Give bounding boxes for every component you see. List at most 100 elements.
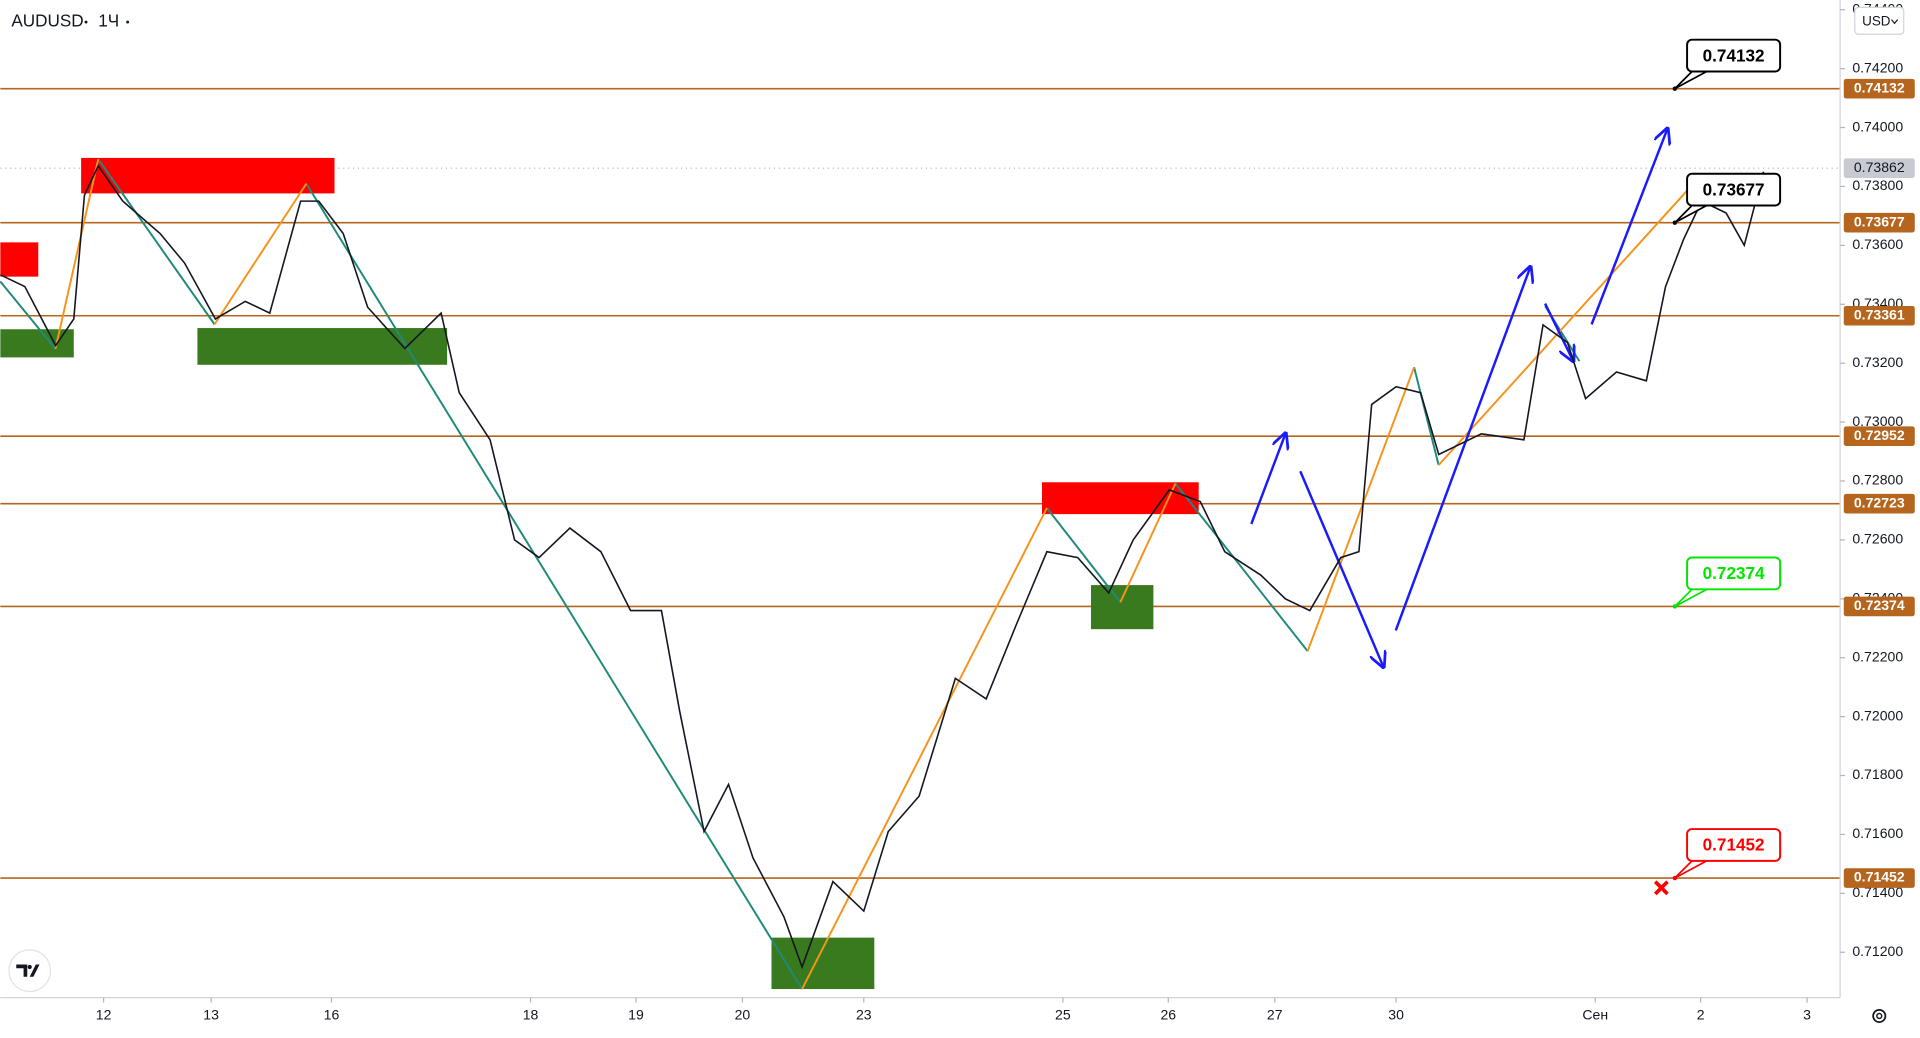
zigzag-leg xyxy=(213,183,308,325)
x-tick-label: 3 xyxy=(1803,1007,1811,1023)
logo-badge[interactable] xyxy=(8,949,52,993)
y-tick-label: 0.71400 xyxy=(1852,884,1903,900)
price-line xyxy=(0,164,1765,970)
callout-label: 0.74132 xyxy=(1703,45,1765,65)
y-tick-label: 0.71600 xyxy=(1852,825,1903,841)
zigzag-leg xyxy=(1046,507,1122,603)
x-tick-label: 30 xyxy=(1388,1007,1404,1023)
supply-zone xyxy=(1042,482,1199,515)
callout-box xyxy=(1686,38,1782,73)
projection-arrows xyxy=(1250,129,1668,668)
x-tick-label: 25 xyxy=(1055,1007,1071,1023)
symbol: AUDUSD xyxy=(11,11,83,31)
separator xyxy=(84,20,88,24)
x-tick-label: 12 xyxy=(96,1007,112,1023)
level-axis-tag xyxy=(1843,212,1915,233)
gear-hub[interactable] xyxy=(1876,1012,1883,1020)
y-tick-label: 0.72200 xyxy=(1852,648,1903,664)
x-tick-label: 13 xyxy=(203,1007,219,1023)
interval: 1Ч xyxy=(98,11,119,31)
dropdown-caret[interactable] xyxy=(1891,19,1899,25)
level-axis-label: 0.73677 xyxy=(1854,213,1905,229)
levels xyxy=(0,87,1841,879)
y-tick-label: 0.73000 xyxy=(1852,413,1903,429)
demand-zone xyxy=(1090,585,1154,630)
level-axis-tag xyxy=(1843,78,1915,99)
price xyxy=(0,164,1765,970)
y-tick-label: 0.73800 xyxy=(1852,177,1903,193)
y-tick-label: 0.72600 xyxy=(1852,531,1903,547)
logo-mark[interactable] xyxy=(16,964,40,977)
callout-label: 0.72374 xyxy=(1703,563,1765,583)
callout-label: 0.71452 xyxy=(1703,835,1765,855)
supply-zone xyxy=(0,242,39,277)
supply-zone xyxy=(81,157,335,194)
zigzag-up xyxy=(54,158,1697,990)
zigzag-leg xyxy=(1413,366,1440,466)
callout-anchor xyxy=(1672,86,1678,91)
level-axis-tag xyxy=(1843,596,1915,617)
level-axis-label: 0.71452 xyxy=(1854,869,1905,885)
x-tick-label: 16 xyxy=(324,1007,340,1023)
arrow xyxy=(1394,267,1531,631)
level-axis-tag xyxy=(1843,493,1915,514)
level-axis-tag xyxy=(1843,426,1915,447)
y-tick-label: 0.73200 xyxy=(1852,354,1903,370)
y-tick-label: 0.71200 xyxy=(1852,943,1903,959)
x-tick-label: 27 xyxy=(1267,1007,1283,1023)
x-tick-label: 26 xyxy=(1160,1007,1176,1023)
zigzag-leg xyxy=(54,158,100,350)
zigzag-leg xyxy=(1306,366,1416,652)
arrow xyxy=(1299,470,1383,667)
level-axis-tag xyxy=(1843,305,1915,326)
time-axis xyxy=(0,997,1920,1038)
x-tick-label: 18 xyxy=(523,1007,539,1023)
zigzag-down xyxy=(0,158,1581,990)
level-axis-label: 0.73361 xyxy=(1854,306,1905,322)
callout-box xyxy=(1686,556,1782,591)
zigzag-leg xyxy=(0,280,57,350)
arrow xyxy=(1250,433,1285,525)
level-axis-label: 0.72374 xyxy=(1854,597,1905,613)
callout-anchor xyxy=(1672,604,1678,609)
y-tick-label: 0.74200 xyxy=(1852,59,1903,75)
y-tick-label: 0.73600 xyxy=(1852,236,1903,252)
drawings xyxy=(0,129,1697,990)
x-tick-label: 23 xyxy=(856,1007,872,1023)
zigzag-leg xyxy=(801,507,1048,990)
y-tick-label: 0.72800 xyxy=(1852,472,1903,488)
y-tick-label: 0.74000 xyxy=(1852,118,1903,134)
currency-button[interactable] xyxy=(1854,6,1905,35)
gear[interactable] xyxy=(1872,1008,1887,1023)
x-tick-label: 2 xyxy=(1697,1007,1705,1023)
arrow xyxy=(1543,303,1573,362)
zigzag-leg xyxy=(305,183,803,990)
x-tick-label: 20 xyxy=(735,1007,751,1023)
current-price-tag xyxy=(1843,158,1915,178)
zigzag-leg xyxy=(97,158,216,325)
callouts: 0.74132 0.73677 0.72374 0.71452 xyxy=(1653,38,1782,896)
callout-box xyxy=(1686,828,1782,862)
arrow xyxy=(1590,129,1668,325)
current-price-label: 0.73862 xyxy=(1854,159,1905,175)
level-axis-label: 0.72723 xyxy=(1854,494,1905,510)
y-tick-label: 0.72000 xyxy=(1852,707,1903,723)
zigzag-leg xyxy=(1437,180,1697,466)
currency-label[interactable]: USD xyxy=(1862,14,1891,29)
zigzag-leg xyxy=(1119,483,1177,603)
zigzag-leg xyxy=(1174,482,1309,652)
callout-anchor xyxy=(1672,875,1678,881)
demand-zone xyxy=(197,328,448,365)
axes: 0.744000.742000.740000.738000.736000.734… xyxy=(96,0,1915,1023)
x-tick-label: 19 xyxy=(628,1007,644,1023)
callout-anchor xyxy=(1672,220,1678,225)
level-axis-label: 0.74132 xyxy=(1854,79,1905,95)
settings-icon[interactable] xyxy=(1872,1008,1887,1023)
y-tick-label: 0.71800 xyxy=(1852,766,1903,782)
logo-dot[interactable] xyxy=(27,964,32,970)
level-axis-label: 0.72952 xyxy=(1854,427,1905,443)
tv-logo[interactable] xyxy=(8,949,52,993)
